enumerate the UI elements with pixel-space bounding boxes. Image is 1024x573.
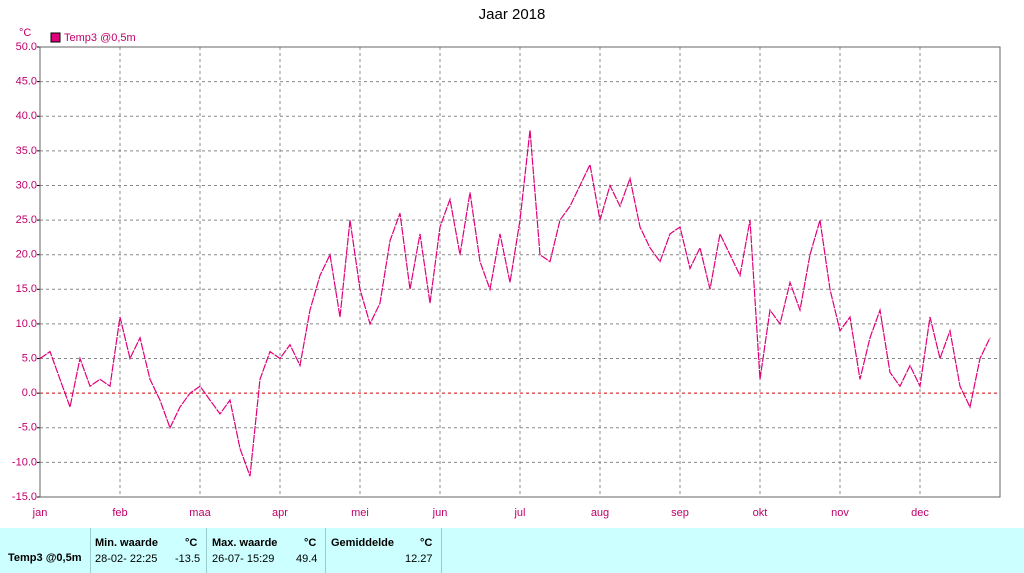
y-tick-label: 5.0 <box>22 352 37 364</box>
unit: °C <box>304 537 317 549</box>
separator <box>206 528 207 573</box>
chart-title: Jaar 2018 <box>479 6 546 23</box>
unit: °C <box>420 537 433 549</box>
y-tick-label: 40.0 <box>16 110 37 122</box>
y-tick-label: 0.0 <box>22 387 37 399</box>
chart: Jaar 2018 °C -15.0 -10.0 -5.0 0.0 5.0 10.0 15.… <box>12 6 1001 519</box>
y-tick-label: 50.0 <box>16 41 37 53</box>
x-tick-label: apr <box>272 507 288 519</box>
x-tick-label: mei <box>351 507 369 519</box>
header: Gemiddelde <box>331 537 394 549</box>
y-tick-label: -5.0 <box>18 422 37 434</box>
separator <box>90 528 91 573</box>
y-unit: °C <box>19 27 31 39</box>
y-tick-label: -10.0 <box>12 456 37 468</box>
time: 28-02- 22:25 <box>95 553 158 565</box>
plot-frame <box>39 46 1001 498</box>
time: 26-07- 15:29 <box>212 553 275 565</box>
value: 12.27 <box>405 553 433 565</box>
y-tick-label: -15.0 <box>12 491 37 503</box>
y-tick-label: 15.0 <box>16 283 37 295</box>
value: -13.5 <box>175 553 201 565</box>
row-label: Temp3 @0,5m <box>8 552 82 564</box>
y-tick-label: 45.0 <box>16 76 37 88</box>
x-tick-label: dec <box>911 507 929 519</box>
y-tick-label: 30.0 <box>16 179 37 191</box>
y-tick-label: 35.0 <box>16 145 37 157</box>
separator <box>441 528 442 573</box>
x-tick-label: sep <box>671 507 689 519</box>
x-tick-label: jun <box>432 507 448 519</box>
header: Max. waarde <box>212 537 278 549</box>
y-tick-label: 10.0 <box>16 318 37 330</box>
legend-label: Temp3 @0,5m <box>64 32 136 44</box>
x-tick-label: okt <box>753 507 768 519</box>
x-tick-label: jul <box>513 507 525 519</box>
data-line <box>39 130 991 477</box>
y-tick-label: 25.0 <box>16 214 37 226</box>
x-tick-label: jan <box>32 507 48 519</box>
legend-swatch <box>50 32 61 43</box>
x-tick-label: nov <box>831 507 849 519</box>
header: Min. waarde <box>95 537 158 549</box>
x-tick-label: maa <box>189 507 211 519</box>
y-tick-label: 20.0 <box>16 249 37 261</box>
stats-table: Temp3 @0,5m Min. waarde °C 28-02- 22:25 … <box>0 528 1024 573</box>
x-tick-label: feb <box>112 507 127 519</box>
separator <box>325 528 326 573</box>
unit: °C <box>185 537 198 549</box>
value: 49.4 <box>296 553 318 565</box>
x-tick-label: aug <box>591 507 609 519</box>
